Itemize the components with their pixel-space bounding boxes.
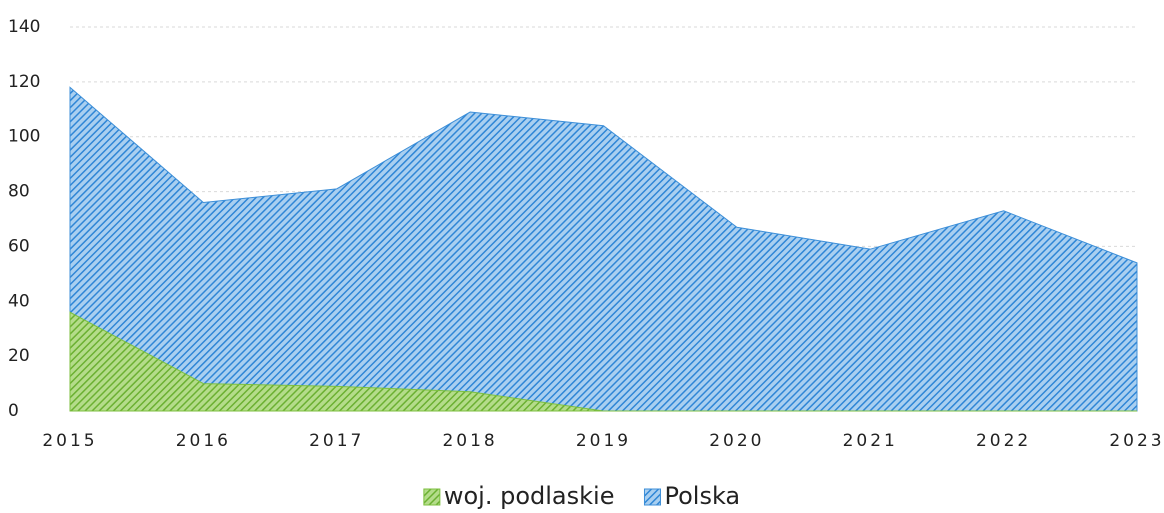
x-tick-label: 2023 [1109,431,1164,451]
legend-label: Polska [664,482,740,510]
y-tick-label: 20 [8,346,30,366]
y-tick-label: 140 [8,17,40,37]
legend-item: woj. podlaskie [423,482,615,510]
legend-label: woj. podlaskie [444,482,615,510]
x-tick-label: 2015 [42,431,97,451]
y-tick-label: 80 [8,182,30,202]
y-tick-label: 40 [8,291,30,311]
area [69,86,1138,412]
x-tick-label: 2022 [976,431,1031,451]
x-tick-label: 2020 [709,431,764,451]
y-tick-label: 120 [8,72,40,92]
x-tick-label: 2021 [843,431,898,451]
x-tick-label: 2017 [309,431,364,451]
y-tick-label: 100 [8,127,40,147]
area [69,311,1137,412]
x-tick-label: 2016 [176,431,231,451]
x-tick-label: 2019 [576,431,631,451]
x-tick-label: 2018 [442,431,497,451]
y-tick-label: 60 [8,236,30,256]
y-tick-label: 0 [8,401,19,421]
legend-swatch [423,488,441,506]
legend-swatch [643,488,661,506]
legend-item: Polska [643,482,740,510]
